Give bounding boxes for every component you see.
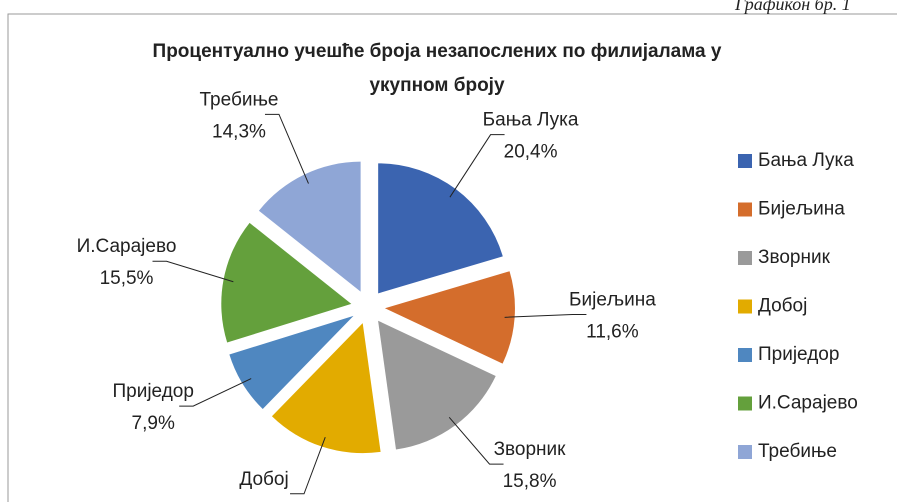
pie-slice <box>384 271 515 364</box>
leader-line <box>448 417 504 465</box>
leader-line <box>290 436 326 495</box>
legend-swatch <box>738 299 752 314</box>
legend-label: Добој <box>758 296 807 317</box>
pie-slice <box>378 320 496 450</box>
data-label-name: Бања Лука <box>483 110 579 131</box>
legend-swatch <box>738 445 752 459</box>
data-label-name: И.Сарајево <box>77 236 177 257</box>
data-label-value: 15,8% <box>503 471 557 492</box>
pie-slice <box>229 315 354 409</box>
legend-swatch <box>738 202 752 217</box>
legend-swatch <box>738 251 752 265</box>
data-label-value: 11,6% <box>586 321 639 342</box>
data-label-name: Зворник <box>494 439 567 460</box>
pie-slice <box>221 222 352 343</box>
leader-line <box>152 260 234 283</box>
chart-title: Процентуално учешће броја незапослених п… <box>153 41 722 96</box>
pie-slice <box>378 163 503 294</box>
data-label-name: Приједор <box>112 381 193 402</box>
legend-label: Требиње <box>758 441 837 462</box>
legend-label: Зворник <box>758 247 831 268</box>
legend-label: И.Сарајево <box>758 393 858 414</box>
annotation: Графикон бр. 1 <box>734 0 851 14</box>
data-label-value: 20,4% <box>504 142 558 163</box>
leader-line <box>179 378 252 407</box>
data-label-value: 15,5% <box>100 268 154 289</box>
legend-swatch <box>738 396 752 411</box>
pie-slice <box>271 323 381 454</box>
data-label-name: Требиње <box>199 89 278 110</box>
leader-line <box>504 313 587 318</box>
legend-label: Приједор <box>758 344 839 365</box>
legend-swatch <box>738 154 752 168</box>
data-label-name: Бијељина <box>569 289 656 310</box>
leader-line <box>264 113 309 184</box>
legend-swatch <box>738 348 752 362</box>
data-label-value: 14,3% <box>212 121 266 142</box>
data-label-value: 14,5% <box>237 501 291 502</box>
data-label-value: 7,9% <box>132 413 175 434</box>
legend-label: Бања Лука <box>758 150 854 171</box>
pie-slice <box>258 161 361 292</box>
leader-line <box>449 134 505 198</box>
legend-label: Бијељина <box>758 199 845 220</box>
data-label-name: Добој <box>239 469 288 490</box>
